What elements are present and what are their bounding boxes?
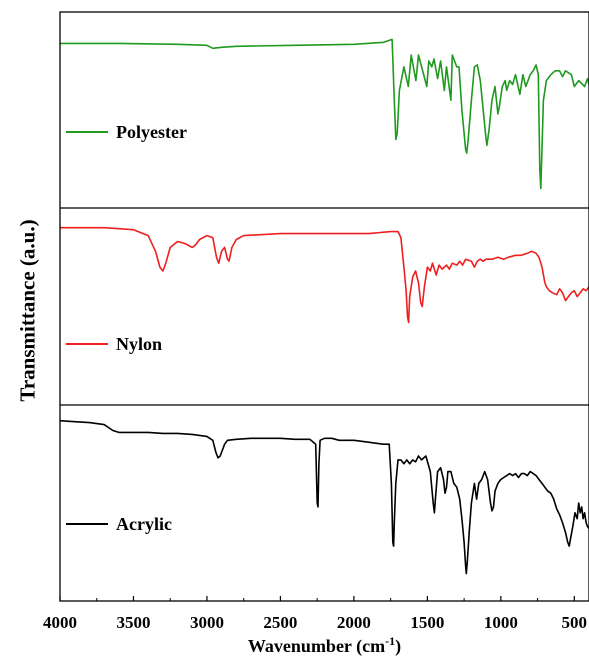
axes-frame: Polyester Nylon Acrylic bbox=[59, 11, 589, 602]
legend-label-polyester: Polyester bbox=[116, 122, 187, 142]
x-axis-label-superscript: -1 bbox=[385, 634, 396, 648]
x-tick-label-500: 500 bbox=[562, 613, 588, 632]
x-tick-label-3000: 3000 bbox=[190, 613, 224, 632]
x-axis-label: Wavenumber (cm-1) bbox=[60, 634, 589, 657]
x-tick-label-2500: 2500 bbox=[263, 613, 297, 632]
x-axis-ticks: 4000 3500 3000 2500 2000 1500 1000 500 bbox=[43, 596, 587, 632]
plot-frame bbox=[59, 11, 589, 602]
x-tick-label-1500: 1500 bbox=[410, 613, 444, 632]
series-line-polyester bbox=[60, 38, 589, 190]
legend-label-acrylic: Acrylic bbox=[116, 514, 172, 534]
x-axis-label-close: ) bbox=[395, 636, 402, 656]
y-axis-label: Transmittance (a.u.) bbox=[15, 218, 40, 402]
series-line-acrylic bbox=[60, 419, 589, 575]
series-line-nylon bbox=[60, 226, 589, 324]
plot-area bbox=[60, 38, 589, 575]
y-axis-label-wrapper: Transmittance (a.u.) bbox=[10, 20, 46, 600]
x-tick-label-1000: 1000 bbox=[484, 613, 518, 632]
x-tick-label-4000: 4000 bbox=[43, 613, 77, 632]
x-tick-label-2000: 2000 bbox=[337, 613, 371, 632]
legend-label-nylon: Nylon bbox=[116, 334, 162, 354]
x-axis-label-text: Wavenumber (cm bbox=[247, 636, 386, 656]
x-tick-label-3500: 3500 bbox=[116, 613, 150, 632]
